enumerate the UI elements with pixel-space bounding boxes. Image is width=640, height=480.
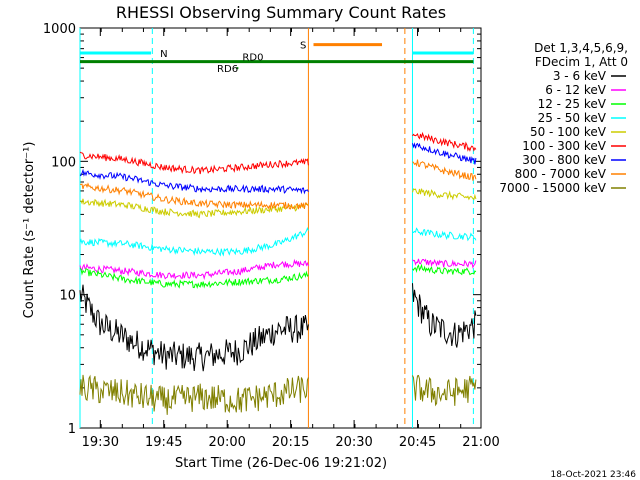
series-line <box>412 159 477 181</box>
series-line <box>412 258 477 269</box>
y-tick-label: 1000 <box>43 22 76 37</box>
series-line <box>79 268 309 290</box>
series-line <box>412 131 477 152</box>
x-tick-label: 20:45 <box>399 435 436 450</box>
state-bar-point <box>236 67 239 70</box>
legend-header: FDecim 1, Att 0 <box>535 55 628 69</box>
plot-area: 1 10 100 1000 19:30 19:45 20:00 20:15 20:30 20:45… <box>43 22 500 450</box>
series-line <box>412 142 477 165</box>
legend-entry-label: 3 - 6 keV <box>553 69 607 83</box>
legend: Det 1,3,4,5,6,9,FDecim 1, Att 03 - 6 keV… <box>499 41 628 195</box>
series-line <box>79 284 309 372</box>
y-tick-label: 100 <box>51 155 76 170</box>
series-line <box>79 168 309 195</box>
y-tick-label: 1 <box>68 422 76 437</box>
x-tick-label: 20:15 <box>272 435 309 450</box>
series-line <box>79 374 309 415</box>
x-tick-label: 20:30 <box>335 435 372 450</box>
legend-entry-label: 100 - 300 keV <box>522 139 606 153</box>
series-line <box>79 151 309 175</box>
x-tick-label: 20:00 <box>208 435 245 450</box>
legend-entry-label: 50 - 100 keV <box>530 125 607 139</box>
series-line <box>79 227 309 257</box>
y-axis-label: Count Rate (s⁻¹ detector⁻¹) <box>22 142 37 319</box>
series-line <box>79 182 309 210</box>
legend-header: Det 1,3,4,5,6,9, <box>534 41 628 55</box>
footer-timestamp: 18-Oct-2021 23:46 <box>551 470 637 480</box>
state-label-s: S <box>300 41 306 52</box>
series-line <box>412 374 477 407</box>
y-tick-label: 10 <box>59 289 76 304</box>
legend-entry-label: 300 - 800 keV <box>522 153 606 167</box>
state-label-n: N <box>160 49 167 60</box>
series-line <box>412 227 477 242</box>
x-tick-label: 19:45 <box>145 435 182 450</box>
series-line <box>412 188 477 201</box>
legend-entry-label: 6 - 12 keV <box>545 83 607 97</box>
legend-entry-label: 25 - 50 keV <box>538 111 607 125</box>
legend-entry-label: 7000 - 15000 keV <box>499 181 606 195</box>
plot-frame <box>79 27 482 429</box>
state-label-rd0: RD0 <box>242 53 263 64</box>
x-axis-label: Start Time (26-Dec-06 19:21:02) <box>175 456 387 471</box>
series-line <box>412 283 477 348</box>
state-label-rd6: RD6 <box>217 64 238 75</box>
series-line <box>412 263 477 276</box>
legend-entry-label: 800 - 7000 keV <box>515 167 607 181</box>
series-line <box>79 258 309 281</box>
legend-entry-label: 12 - 25 keV <box>538 97 607 111</box>
x-tick-label: 21:00 <box>462 435 499 450</box>
chart-title: RHESSI Observing Summary Count Rates <box>116 3 446 22</box>
x-tick-label: 19:30 <box>82 435 119 450</box>
